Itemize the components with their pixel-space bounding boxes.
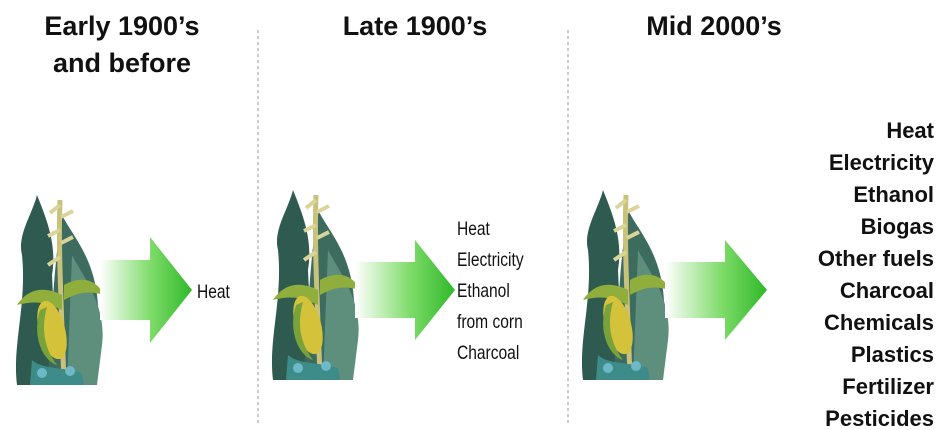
output-item: Charcoal [840,278,934,303]
output-item: Electricity [829,150,935,175]
output-item: Electricity [457,249,524,271]
output-item: Pesticides [825,406,934,430]
panel-title: Early 1900’s [44,11,199,41]
arrow [100,237,192,343]
panel-title: Mid 2000’s [646,11,782,41]
output-item: Other fuels [818,246,934,271]
plant-illustration [16,195,104,385]
output-item: from corn [457,311,523,333]
plant-illustration [272,190,360,380]
output-item: Heat [197,281,230,303]
output-item: Charcoal [457,342,519,364]
output-item: Chemicals [824,310,934,335]
arrow [355,240,455,340]
output-item: Biogas [861,214,934,239]
panel-title: Late 1900’s [343,11,488,41]
arrow [665,240,767,340]
output-item: Fertilizer [842,374,934,399]
output-item: Heat [457,218,490,240]
output-item: Heat [886,118,934,143]
output-item: Ethanol [853,182,934,207]
plant-illustration [582,190,670,380]
panel-title: and before [53,48,191,78]
output-item: Plastics [851,342,934,367]
output-item: Ethanol [457,280,510,302]
